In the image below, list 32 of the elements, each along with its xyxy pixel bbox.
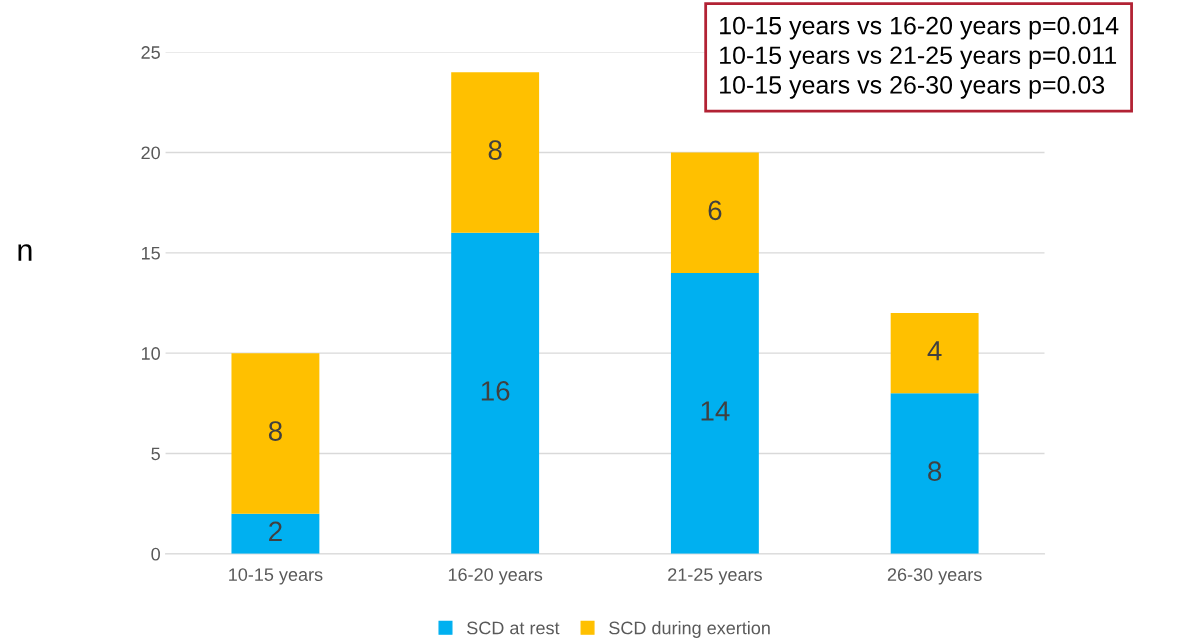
y-tick-label: 5 [151, 447, 160, 461]
data-label: 2 [269, 521, 282, 541]
y-tick-label: 10 [141, 347, 160, 360]
y-axis-title: n [18, 244, 32, 261]
y-tick-label: 15 [141, 246, 160, 260]
data-label: 8 [488, 140, 502, 160]
x-tick-label: 26-30 years [887, 568, 982, 585]
data-label: 8 [928, 461, 942, 482]
x-tick-label: 16-20 years [448, 568, 543, 585]
bar [451, 232, 540, 554]
bar [890, 393, 979, 554]
bar [670, 272, 759, 554]
annotation: 10-15 years vs 21-25 years p=0.011 [720, 46, 1117, 70]
x-tick-label: 21-25 years [668, 568, 762, 585]
text: 10-15 years vs 16-20 years p=0.014 [720, 16, 1119, 40]
y-tick-label: 20 [141, 146, 160, 160]
annotation: 10-15 years vs 26-30 years p=0.03 [720, 76, 1105, 99]
legend-label: SCD at rest [467, 621, 560, 635]
y-tick-label: 25 [141, 46, 160, 59]
bar [231, 513, 320, 554]
data-label: 6 [708, 200, 722, 221]
bar [890, 313, 979, 394]
data-label: 14 [701, 401, 730, 421]
bar [231, 353, 320, 514]
bar [670, 152, 759, 273]
data-label: 4 [927, 341, 942, 361]
legend-label: SCD during exertion [609, 621, 770, 638]
data-label: 16 [481, 381, 510, 401]
data-label: 8 [268, 421, 282, 441]
y-tick-label: 0 [151, 547, 160, 561]
bar [451, 72, 540, 233]
x-tick-label: 10-15 years [229, 568, 323, 585]
